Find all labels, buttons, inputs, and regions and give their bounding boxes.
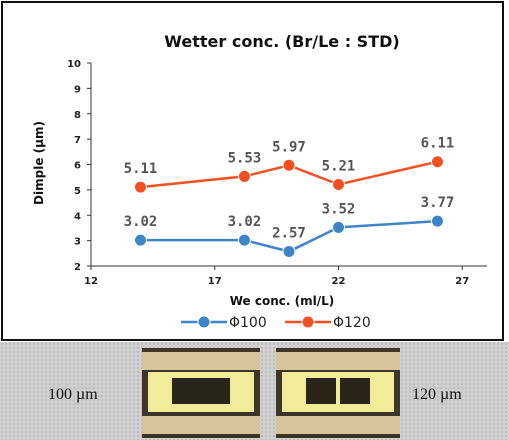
- data-point: [237, 233, 251, 247]
- data-point: [134, 180, 147, 194]
- data-label: 3.02: [124, 214, 158, 230]
- y-axis-label: Dimple (µm): [32, 121, 46, 205]
- data-point: [282, 158, 296, 172]
- data-label: 5.53: [228, 150, 262, 166]
- data-point: [332, 220, 345, 234]
- y-tick-label: 2: [74, 262, 81, 273]
- data-label: 3.02: [228, 214, 262, 230]
- data-label: 5.11: [124, 161, 158, 177]
- y-tick-label: 8: [74, 110, 81, 121]
- y-tick-label: 6: [74, 161, 81, 172]
- data-label: 5.97: [272, 139, 306, 155]
- line-chart: Wetter conc. (Br/Le : STD) Dimple (µm) W…: [32, 32, 487, 331]
- legend-label: Φ100: [229, 315, 267, 331]
- data-label: 3.77: [421, 195, 455, 211]
- x-tick-label: 12: [84, 276, 98, 287]
- y-tick-label: 5: [74, 186, 81, 197]
- photo-label-120: 120 µm: [412, 386, 462, 403]
- legend-marker: [197, 315, 211, 329]
- data-label: 5.21: [322, 159, 356, 175]
- chart-title: Wetter conc. (Br/Le : STD): [164, 32, 399, 51]
- x-tick-label: 27: [455, 276, 469, 287]
- data-point: [237, 169, 251, 183]
- data-point: [431, 214, 444, 228]
- legend-label: Φ120: [333, 315, 371, 331]
- data-point: [134, 233, 147, 247]
- cross-section-photo-strip: 100 µm 120 µm: [0, 342, 509, 440]
- x-axis-label: We conc. (ml/L): [230, 294, 335, 308]
- x-tick-label: 22: [332, 276, 346, 287]
- y-tick-label: 4: [74, 211, 81, 222]
- chart-panel: Wetter conc. (Br/Le : STD) Dimple (µm) W…: [1, 1, 504, 341]
- data-label: 2.57: [272, 226, 306, 242]
- photo-label-100: 100 µm: [48, 386, 98, 403]
- y-tick-label: 9: [74, 84, 81, 95]
- data-point: [332, 178, 345, 192]
- data-label: 3.52: [322, 201, 356, 217]
- x-tick-label: 17: [208, 276, 222, 287]
- data-point: [431, 155, 444, 169]
- y-tick-label: 7: [74, 135, 81, 146]
- legend: Φ100 Φ120: [181, 315, 371, 331]
- y-tick-label: 3: [74, 237, 81, 248]
- cross-section-photo-120: [276, 348, 400, 438]
- data-label: 6.11: [421, 136, 455, 152]
- legend-marker: [301, 315, 315, 329]
- cross-section-photo-100: [142, 348, 260, 438]
- y-tick-label: 10: [67, 59, 81, 70]
- data-point: [282, 245, 296, 259]
